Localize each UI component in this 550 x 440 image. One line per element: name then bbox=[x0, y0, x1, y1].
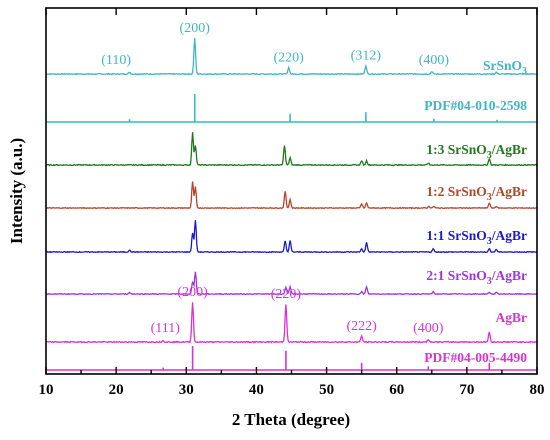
series-label-main: SrSnO bbox=[483, 58, 522, 73]
peak-label: (400) bbox=[419, 53, 450, 68]
series-3 bbox=[45, 132, 538, 167]
series-1 bbox=[45, 38, 538, 76]
series-label: PDF#04-010-2598 bbox=[424, 98, 527, 113]
series-2 bbox=[46, 94, 537, 123]
pattern-line bbox=[45, 220, 538, 254]
series-label-main: SrSnO bbox=[448, 268, 487, 283]
series-label-subscript: 3 bbox=[522, 66, 527, 77]
series-label-suffix: /AgBr bbox=[491, 268, 527, 283]
series-label: 1:3 SrSnO3/AgBr bbox=[426, 142, 527, 161]
series-label-subscript: 3 bbox=[487, 236, 492, 247]
series-label: 2:1 SrSnO3/AgBr bbox=[426, 268, 527, 287]
series-7 bbox=[45, 302, 538, 344]
series-label-suffix: /AgBr bbox=[491, 184, 527, 199]
series-label-main: PDF#04-005-4490 bbox=[424, 350, 527, 365]
series-label-main: SrSnO bbox=[448, 228, 487, 243]
peak-label: (220) bbox=[274, 51, 305, 66]
x-tick-label: 80 bbox=[530, 382, 545, 398]
series-label-main: SrSnO bbox=[448, 142, 487, 157]
pattern-line bbox=[45, 271, 538, 296]
series-label: SrSnO3 bbox=[483, 58, 527, 77]
series-label-main: SrSnO bbox=[448, 184, 487, 199]
series-5 bbox=[45, 220, 538, 254]
series-label: AgBr bbox=[496, 310, 528, 325]
x-tick-label: 30 bbox=[179, 382, 194, 398]
pattern-line bbox=[45, 302, 538, 344]
x-tick-label: 10 bbox=[39, 382, 54, 398]
peak-label: (200) bbox=[177, 285, 208, 300]
x-tick-label: 40 bbox=[249, 382, 264, 398]
pattern-line bbox=[45, 38, 538, 76]
x-tick-label: 50 bbox=[319, 382, 334, 398]
x-tick-label: 60 bbox=[389, 382, 404, 398]
series-label-main: AgBr bbox=[496, 310, 528, 325]
series-label-subscript: 3 bbox=[487, 150, 492, 161]
series-label-suffix: /AgBr bbox=[491, 228, 527, 243]
series-label-prefix: 1:3 bbox=[426, 142, 447, 157]
peak-label: (312) bbox=[351, 49, 382, 64]
x-tick-label: 20 bbox=[109, 382, 124, 398]
series-label-subscript: 3 bbox=[487, 192, 492, 203]
x-axis-title: 2 Theta (degree) bbox=[232, 410, 350, 429]
series-label-prefix: 1:1 bbox=[426, 228, 447, 243]
series-label-prefix: 1:2 bbox=[426, 184, 447, 199]
series-label-subscript: 3 bbox=[487, 276, 492, 287]
series-label-prefix: 2:1 bbox=[426, 268, 447, 283]
peak-label: (110) bbox=[101, 53, 131, 68]
series-label-suffix: /AgBr bbox=[491, 142, 527, 157]
pattern-line bbox=[45, 132, 538, 167]
series-label: PDF#04-005-4490 bbox=[424, 350, 527, 365]
series-label: 1:1 SrSnO3/AgBr bbox=[426, 228, 527, 247]
x-tick-label: 70 bbox=[459, 382, 474, 398]
pattern-line bbox=[45, 181, 538, 210]
series-label-main: PDF#04-010-2598 bbox=[424, 98, 527, 113]
series-6 bbox=[45, 271, 538, 296]
peak-label: (222) bbox=[346, 319, 377, 334]
y-axis-title: Intensity (a.u.) bbox=[7, 138, 26, 244]
series-label: 1:2 SrSnO3/AgBr bbox=[426, 184, 527, 203]
x-axis: 10 20 30 40 50 60 70 80 bbox=[39, 8, 545, 398]
series-4 bbox=[45, 181, 538, 210]
peak-label: (111) bbox=[151, 321, 181, 336]
label-layer: SrSnO3(110)(200)(220) (312) (400)PDF#04-01… bbox=[101, 21, 527, 365]
peak-label: (220) bbox=[271, 287, 302, 302]
series-layer bbox=[45, 38, 538, 371]
peak-label: (400) bbox=[413, 321, 444, 336]
peak-label: (200) bbox=[180, 21, 211, 36]
